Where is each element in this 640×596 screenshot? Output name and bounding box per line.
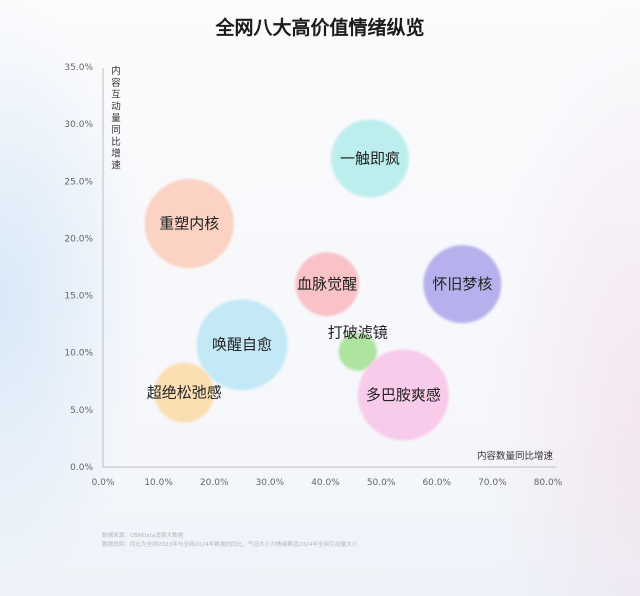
x-tick-label: 80.0% [534, 478, 563, 488]
bubble-label: 血脉觉醒 [297, 275, 357, 293]
y-axis-title-char: 动 [111, 101, 121, 112]
y-axis-title-char: 速 [111, 160, 121, 171]
bubble [144, 178, 234, 269]
y-tick-label: 20.0% [64, 234, 93, 244]
bubble-label: 一触即疯 [340, 149, 400, 167]
bubble-label: 多巴胺爽感 [366, 386, 441, 404]
footnote-note: 数据说明：同比为全网2023年与全网2024年数据的同比，气泡大小为情绪赛道20… [102, 540, 358, 548]
y-tick-label: 10.0% [64, 349, 93, 359]
x-tick-label: 50.0% [367, 478, 396, 488]
bubble-label: 怀旧梦核 [432, 275, 492, 293]
bubble [331, 119, 409, 198]
y-tick-label: 5.0% [70, 406, 93, 416]
x-tick-label: 30.0% [256, 478, 285, 488]
bubble [423, 245, 502, 324]
bubble [154, 362, 215, 423]
x-tick-label: 60.0% [422, 478, 451, 488]
y-tick-label: 25.0% [64, 177, 93, 187]
y-tick-label: 0.0% [70, 463, 93, 473]
bubble-label: 重塑内核 [159, 215, 219, 233]
x-tick-labels: 0.0% 10.0% 20.0% 30.0% 40.0% 50.0% 60.0% 70.0% 8… [92, 478, 563, 488]
chart-title: 全网八大高价值情绪纵览 [214, 16, 424, 39]
y-tick-labels: 0.0% 5.0% 10.0% 15.0% 20.0% 25.0% 30.0% 35.0% [64, 63, 93, 473]
x-tick-label: 10.0% [144, 478, 173, 488]
x-tick-label: 20.0% [200, 478, 229, 488]
y-axis-title-char: 内 [111, 65, 121, 77]
bubble [196, 299, 288, 391]
y-axis-title-char: 比 [111, 136, 121, 148]
y-axis-title-char: 同 [111, 125, 121, 136]
y-axis-title-char: 增 [111, 148, 121, 160]
y-tick-label: 35.0% [64, 63, 93, 73]
bubble [357, 349, 449, 441]
x-tick-label: 40.0% [311, 478, 340, 488]
y-axis-title-char: 量 [111, 113, 121, 124]
bubble-label: 打破滤镜 [328, 324, 388, 342]
y-axis-title-char: 容 [111, 77, 121, 89]
x-tick-label: 70.0% [478, 478, 507, 488]
bubble-series [144, 119, 502, 441]
x-axis-title: 内容数量同比增速 [477, 450, 554, 462]
footnote-source: 数据来源：CBNData消费大数据 [102, 531, 184, 539]
x-tick-label: 0.0% [92, 478, 115, 488]
bubble [338, 332, 377, 371]
bubble [295, 252, 360, 317]
bubble-label: 超绝松弛感 [147, 384, 222, 402]
y-tick-label: 15.0% [64, 292, 93, 302]
bubble-label: 唤醒自愈 [212, 336, 272, 354]
y-tick-label: 30.0% [64, 120, 93, 130]
y-axis-title-char: 互 [111, 90, 121, 101]
